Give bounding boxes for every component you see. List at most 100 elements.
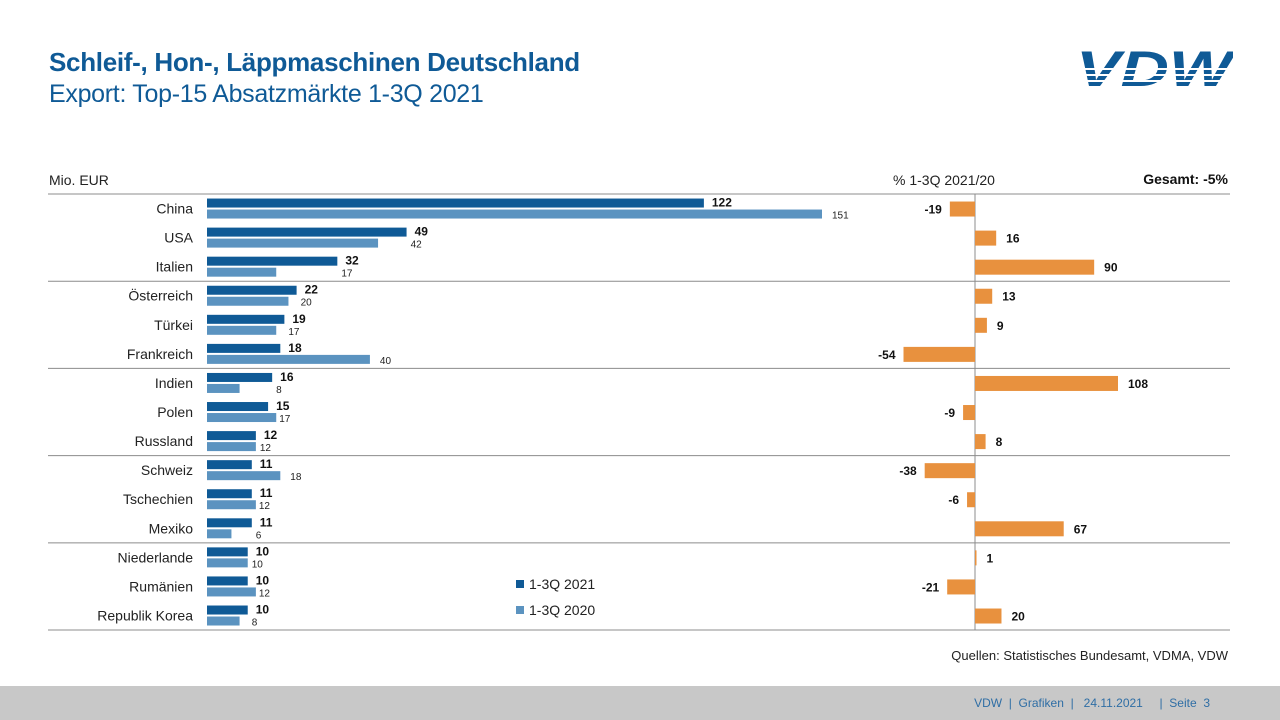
change-bar (975, 375, 1118, 391)
bar-2021 (207, 576, 248, 586)
bar-2020 (207, 616, 240, 626)
legend-swatch-2020 (516, 606, 524, 614)
category-label: Türkei (154, 317, 193, 333)
bar-2020 (207, 238, 379, 248)
bar-2021 (207, 256, 338, 266)
value-label-2021: 122 (712, 196, 732, 210)
value-label-2021: 19 (292, 312, 306, 326)
bar-2020 (207, 471, 281, 481)
bar-2020 (207, 442, 256, 452)
change-bar (975, 550, 977, 566)
category-label: Frankreich (127, 346, 193, 362)
value-label-2020: 8 (276, 385, 282, 396)
bar-2020 (207, 500, 256, 510)
bar-2020 (207, 383, 240, 393)
category-label: Österreich (128, 287, 193, 304)
change-bar (963, 405, 975, 421)
bar-2020 (207, 413, 277, 423)
bar-2021 (207, 605, 248, 615)
change-value-label: 1 (987, 551, 994, 565)
change-value-label: 67 (1074, 522, 1088, 536)
bar-2020 (207, 325, 277, 335)
value-label-2020: 10 (252, 559, 264, 570)
legend-item-2021: 1-3Q 2021 (516, 571, 595, 597)
bar-2020 (207, 209, 822, 219)
footer-bar: VDW | Grafiken | 24.11.2021 | Seite 3 (0, 686, 1280, 720)
legend-item-2020: 1-3Q 2020 (516, 597, 595, 623)
value-label-2020: 151 (832, 211, 849, 222)
value-label-2021: 15 (276, 399, 290, 413)
category-label: Republik Korea (97, 608, 193, 624)
category-label: Niederlande (118, 549, 194, 565)
change-bar (975, 230, 997, 246)
change-value-label: 8 (996, 435, 1003, 449)
value-label-2021: 16 (280, 370, 294, 384)
value-label-2021: 18 (288, 341, 302, 355)
change-bar (967, 492, 975, 508)
category-label: Rumänien (129, 578, 193, 594)
change-bar (903, 346, 975, 362)
change-value-label: 9 (997, 319, 1004, 333)
value-label-2020: 12 (259, 501, 271, 512)
change-value-label: -38 (899, 464, 917, 478)
value-label-2021: 11 (260, 515, 273, 529)
legend-label: 1-3Q 2020 (529, 602, 596, 618)
value-label-2020: 18 (290, 472, 302, 483)
value-label-2021: 10 (256, 603, 270, 617)
change-value-label: -21 (922, 580, 940, 594)
value-label-2021: 12 (264, 428, 278, 442)
category-label: Tschechien (123, 491, 193, 507)
change-bar (975, 259, 1095, 275)
value-label-2021: 11 (260, 486, 273, 500)
change-value-label: -19 (924, 203, 942, 217)
value-label-2020: 8 (252, 618, 258, 629)
change-bar (975, 521, 1064, 537)
category-label: Polen (157, 404, 193, 420)
category-label: Schweiz (141, 462, 193, 478)
bar-2021 (207, 372, 273, 382)
page-title: Schleif-, Hon-, Läppmaschinen Deutschlan… (49, 47, 580, 77)
value-label-2020: 17 (288, 327, 300, 338)
value-label-2021: 32 (345, 254, 359, 268)
change-bar (949, 201, 975, 217)
value-label-2020: 40 (380, 356, 392, 367)
unit-label: Mio. EUR (49, 172, 109, 188)
value-label-2020: 12 (259, 588, 271, 599)
change-bar (975, 434, 986, 450)
value-label-2020: 20 (301, 298, 313, 309)
bar-2021 (207, 518, 252, 528)
value-label-2021: 10 (256, 544, 270, 558)
change-value-label: -9 (944, 406, 955, 420)
value-label-2020: 12 (260, 443, 272, 454)
vdw-logo: VDW (1075, 46, 1233, 90)
bar-2021 (207, 227, 407, 237)
bar-2021 (207, 402, 269, 412)
value-label-2021: 11 (260, 457, 273, 471)
category-label: Mexiko (149, 520, 194, 536)
value-label-2020: 6 (256, 530, 262, 541)
bar-2021 (207, 314, 285, 324)
category-label: Italien (156, 259, 193, 275)
change-bar (924, 463, 975, 479)
bar-2021 (207, 343, 281, 353)
change-bar (975, 317, 987, 333)
total-change-label: Gesamt: -5% (1143, 171, 1228, 187)
source-note: Quellen: Statistisches Bundesamt, VDMA, … (951, 648, 1228, 663)
change-bar (975, 288, 993, 304)
bar-2021 (207, 198, 704, 208)
bar-2020 (207, 267, 277, 277)
bar-2020 (207, 529, 232, 539)
change-value-label: -6 (948, 493, 959, 507)
bar-2021 (207, 547, 248, 557)
change-chart-title: % 1-3Q 2021/20 (893, 172, 995, 188)
change-value-label: 108 (1128, 377, 1148, 391)
change-value-label: 20 (1011, 610, 1025, 624)
legend: 1-3Q 2021 1-3Q 2020 (516, 571, 595, 623)
value-label-2020: 17 (341, 269, 353, 280)
legend-label: 1-3Q 2021 (529, 576, 596, 592)
category-label: USA (164, 230, 193, 246)
category-label: Indien (155, 375, 193, 391)
bar-2021 (207, 489, 252, 499)
category-label: Russland (135, 433, 193, 449)
